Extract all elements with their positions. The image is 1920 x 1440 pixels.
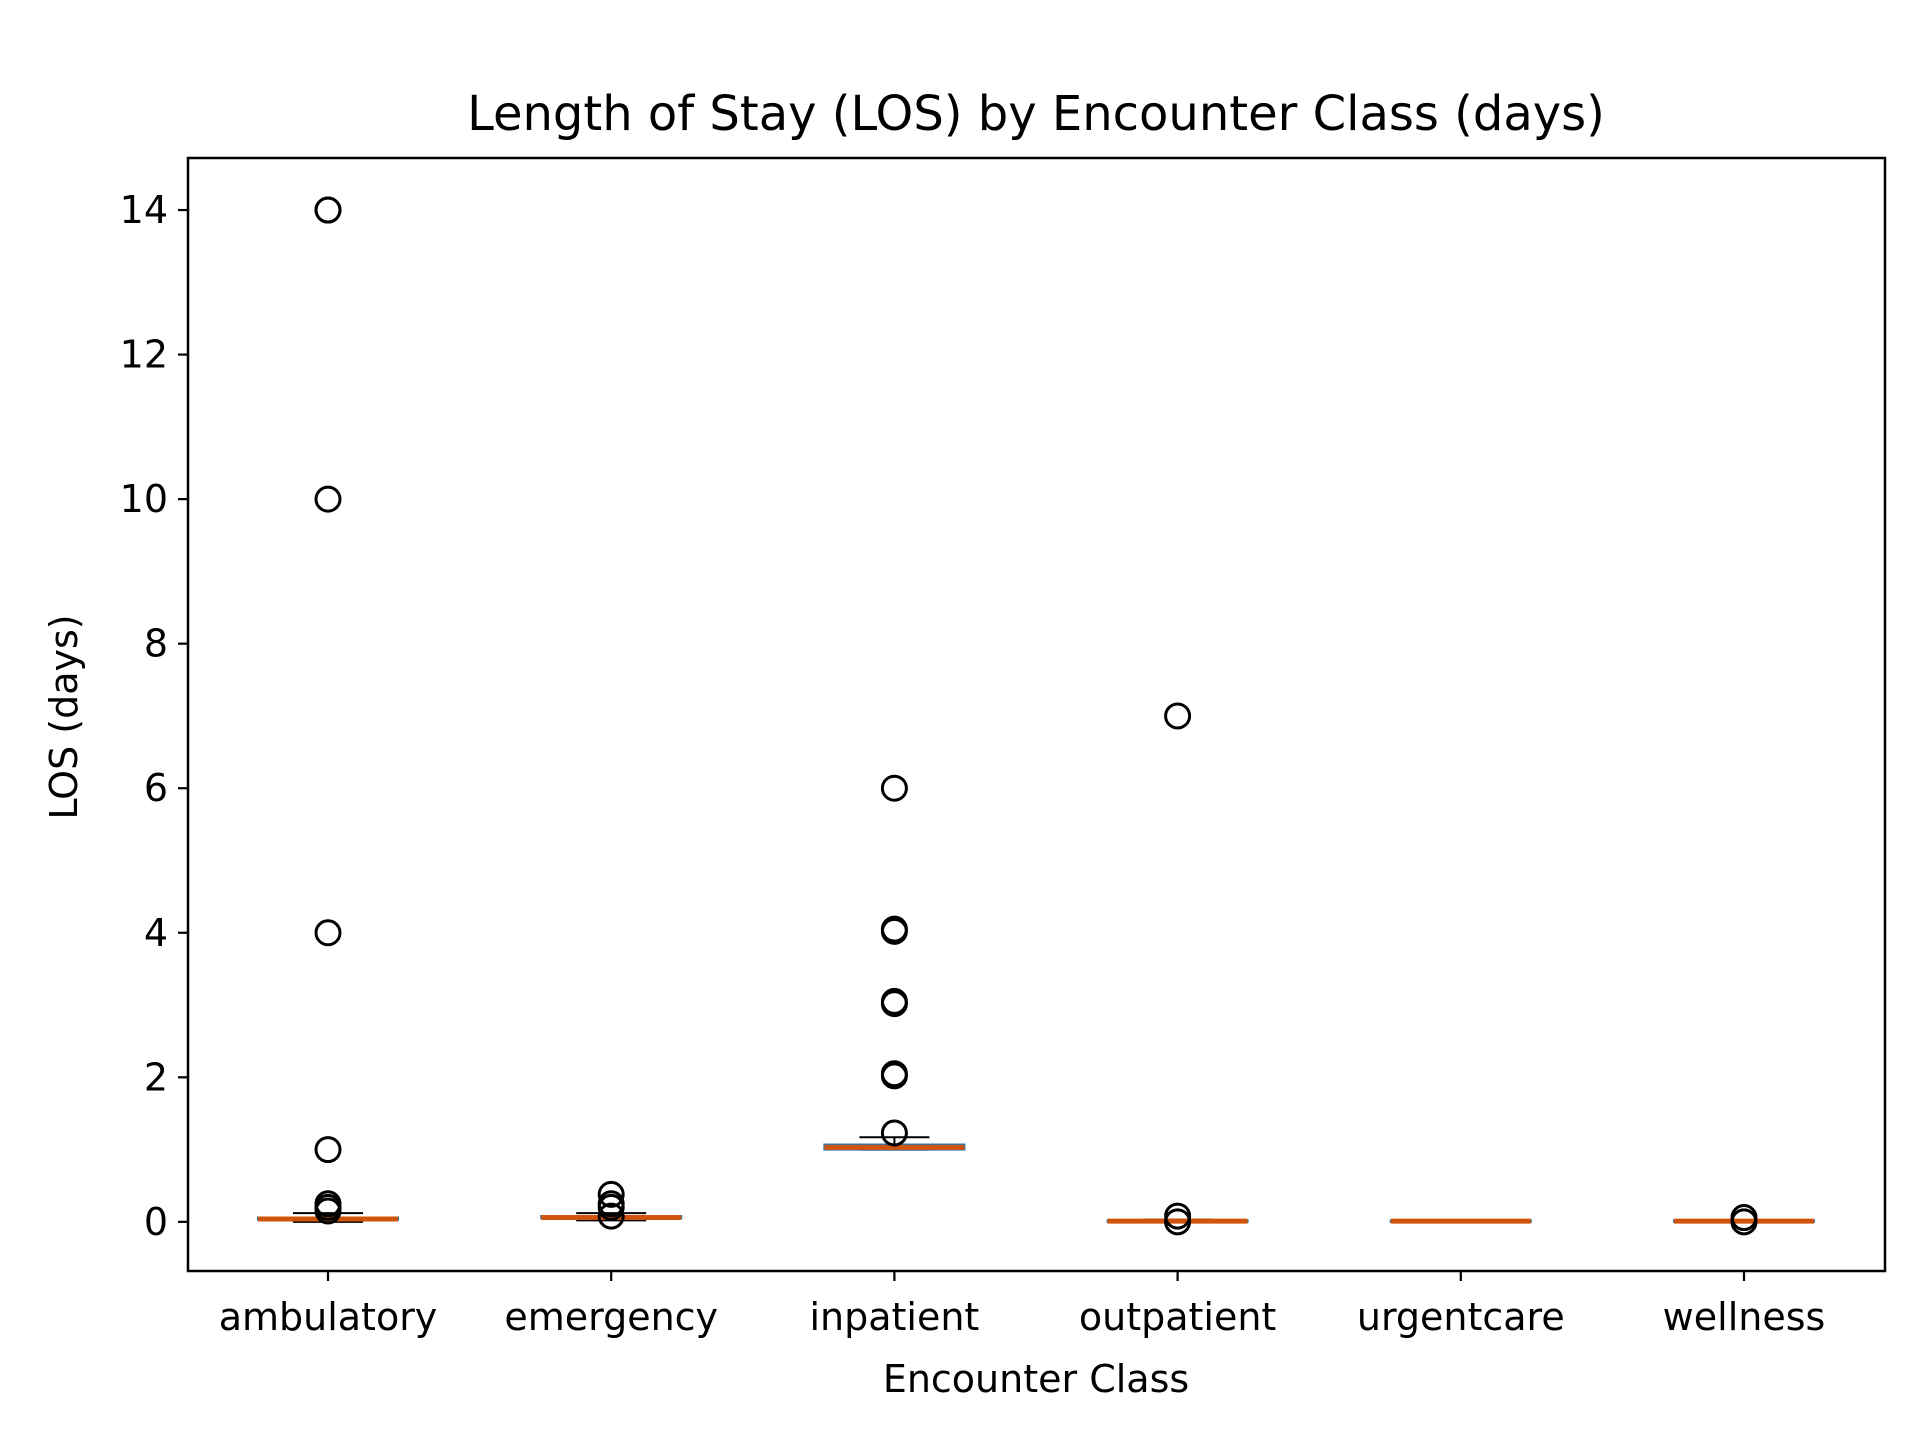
y-tick-label: 0 [144, 1200, 168, 1244]
outlier-point [597, 1193, 625, 1221]
outlier-point [1164, 1208, 1192, 1236]
outlier-point [314, 1197, 342, 1225]
outlier-point [1164, 702, 1192, 730]
y-tick-label: 14 [120, 188, 168, 232]
outlier-point [597, 1202, 625, 1230]
plot-frame [186, 156, 1887, 1273]
y-axis-label: LOS (days) [42, 614, 86, 819]
outlier-point [880, 1119, 908, 1147]
x-axis-label: Encounter Class [883, 1357, 1189, 1401]
x-tick-label: outpatient [1079, 1295, 1276, 1339]
y-tick-label: 6 [144, 766, 168, 810]
x-tick-label: urgentcare [1357, 1295, 1565, 1339]
outlier-point [314, 919, 342, 947]
y-tick-label: 8 [144, 622, 168, 666]
y-tick-label: 4 [144, 911, 168, 955]
outlier-point [314, 1136, 342, 1164]
outlier-point [880, 774, 908, 802]
outlier-point [880, 1062, 908, 1090]
y-tick-label: 12 [120, 333, 168, 377]
outlier-point [880, 917, 908, 945]
plot-area: 0 2 4 6 8 10 12 14 ambulatory emergency inpatient o… [120, 188, 1826, 1339]
y-tick-label: 10 [120, 477, 168, 521]
x-tick-label: wellness [1663, 1295, 1826, 1339]
outlier-point [1730, 1208, 1758, 1236]
chart-title: Length of Stay (LOS) by Encounter Class … [467, 86, 1605, 142]
outlier-point [314, 485, 342, 513]
outlier-point [597, 1180, 625, 1208]
x-tick-label: ambulatory [219, 1295, 438, 1339]
outlier-point [314, 196, 342, 224]
x-tick-label: emergency [504, 1295, 718, 1339]
x-tick-label: inpatient [809, 1295, 979, 1339]
outlier-point [880, 990, 908, 1018]
y-tick-label: 2 [144, 1055, 168, 1099]
